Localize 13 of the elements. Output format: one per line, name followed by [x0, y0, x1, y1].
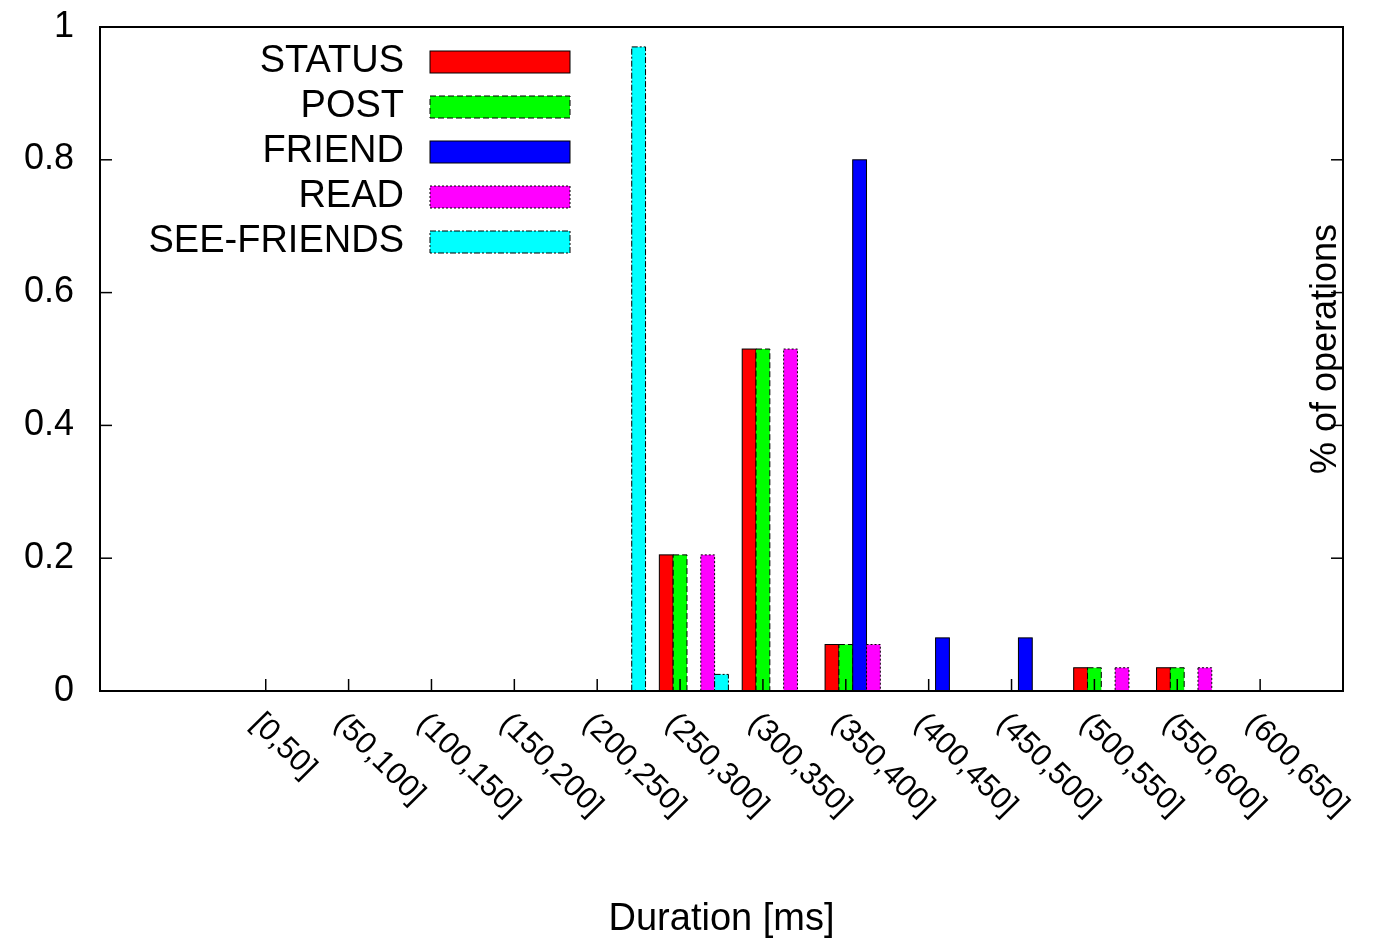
legend-label: STATUS [259, 38, 404, 81]
y-tick-label: 0.2 [23, 534, 74, 576]
y-tick-label: 0 [53, 667, 74, 709]
y-tick-label: 0.6 [23, 269, 74, 311]
y-tick-label: 0.8 [23, 136, 74, 178]
legend-label: FRIEND [262, 128, 404, 171]
legend-label: SEE-FRIENDS [148, 218, 404, 261]
legend-label: POST [300, 83, 404, 126]
y-tick-label: 0.4 [23, 401, 74, 443]
x-axis-title: Duration [ms] [608, 896, 835, 938]
y-axis-title: % of operations [1303, 223, 1344, 475]
y-tick-label: 1 [53, 3, 74, 45]
legend-label: READ [298, 173, 404, 216]
